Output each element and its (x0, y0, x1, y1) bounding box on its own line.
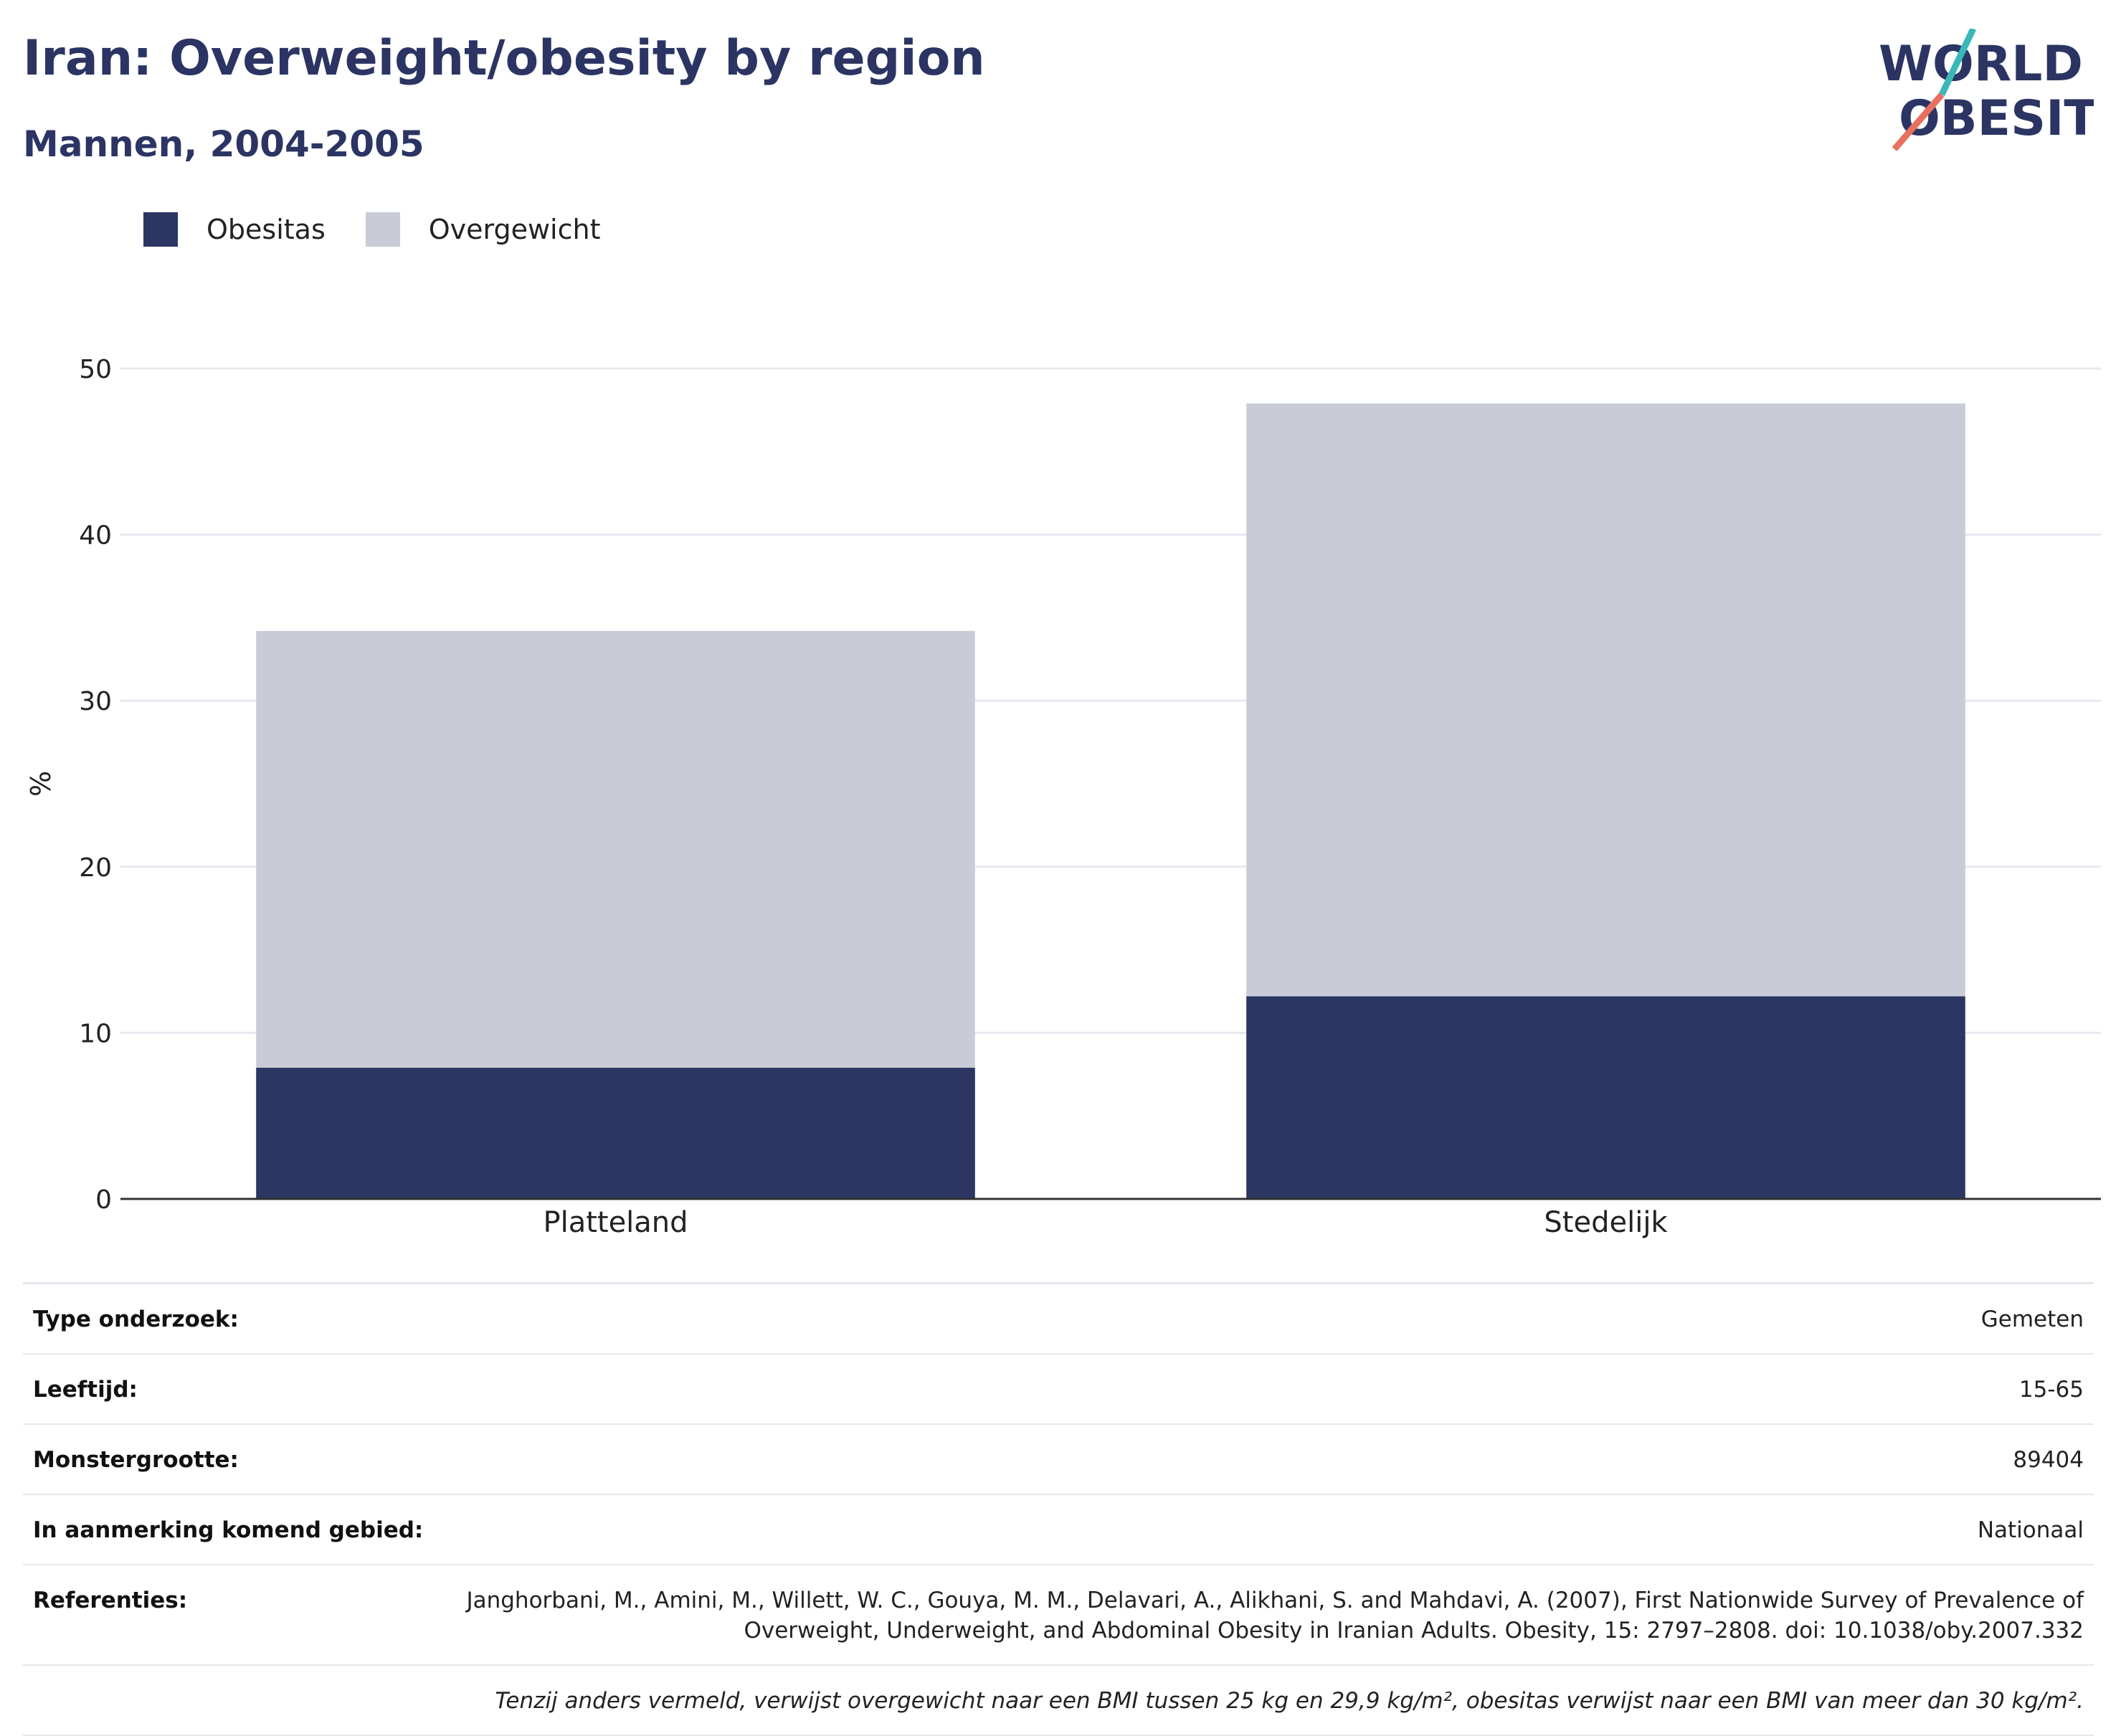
logo-line2: OBESITY (1899, 90, 2094, 147)
legend-label-obesitas: Obesitas (207, 214, 326, 245)
meta-key: Referenties: (33, 1588, 188, 1613)
legend-label-overgewicht: Overgewicht (428, 214, 601, 245)
meta-row-area: In aanmerking komend gebied: Nationaal (23, 1494, 2094, 1564)
meta-key: In aanmerking komend gebied: (33, 1517, 424, 1543)
y-tick-label: 50 (79, 355, 112, 384)
bar-obesitas-platteland (256, 1068, 975, 1199)
chart-title: Iran: Overweight/obesity by region (23, 30, 985, 87)
stacked-bar-chart: 0 10 20 30 40 50% Platteland Stedelijk (25, 355, 2101, 1239)
metadata-table: Type onderzoek: Gemeten Leeftijd: 15-65 … (23, 1282, 2094, 1736)
legend-item-obesitas[interactable]: Obesitas (143, 212, 326, 247)
world-obesity-logo: WORLD OBESITY (1879, 29, 2094, 151)
meta-row-age: Leeftijd: 15-65 (23, 1353, 2094, 1423)
y-axis-label: % (25, 771, 57, 797)
meta-key: Monstergrootte: (33, 1447, 239, 1473)
logo-slash-teal (1938, 29, 1977, 96)
y-tick-label: 20 (79, 853, 112, 883)
y-tick-label: 30 (79, 687, 112, 716)
x-tick-label: Stedelijk (1544, 1206, 1668, 1239)
meta-row-references: Referenties: Janghorbani, M., Amini, M.,… (23, 1564, 2094, 1664)
y-tick-label: 0 (95, 1185, 112, 1215)
meta-row-type: Type onderzoek: Gemeten (23, 1282, 2094, 1353)
meta-value: Gemeten (1980, 1306, 2084, 1332)
y-tick-label: 10 (79, 1019, 112, 1048)
bmi-footnote: Tenzij anders vermeld, verwijst overgewi… (23, 1664, 2094, 1736)
meta-value: Janghorbani, M., Amini, M., Willett, W. … (466, 1588, 2084, 1643)
chart-subtitle: Mannen, 2004-2005 (23, 123, 424, 165)
legend-swatch-obesitas (143, 212, 178, 247)
meta-value: 15-65 (2018, 1377, 2084, 1403)
logo-slash-coral (1892, 93, 1945, 151)
bar-overgewicht-platteland (256, 630, 975, 1068)
logo-line1: WORLD (1879, 36, 2083, 93)
legend-item-overgewicht[interactable]: Overgewicht (365, 212, 601, 247)
meta-row-sample-size: Monstergrootte: 89404 (23, 1423, 2094, 1494)
x-tick-label: Platteland (543, 1206, 688, 1239)
bar-overgewicht-stedelijk (1246, 403, 1965, 997)
meta-value: 89404 (2013, 1447, 2084, 1473)
meta-key: Type onderzoek: (33, 1306, 239, 1332)
meta-key: Leeftijd: (33, 1377, 138, 1403)
chart-legend: Obesitas Overgewicht (143, 212, 641, 247)
bar-obesitas-stedelijk (1246, 996, 1965, 1199)
legend-swatch-overgewicht (365, 212, 400, 247)
meta-value: Nationaal (1977, 1517, 2084, 1543)
y-tick-label: 40 (79, 521, 112, 551)
